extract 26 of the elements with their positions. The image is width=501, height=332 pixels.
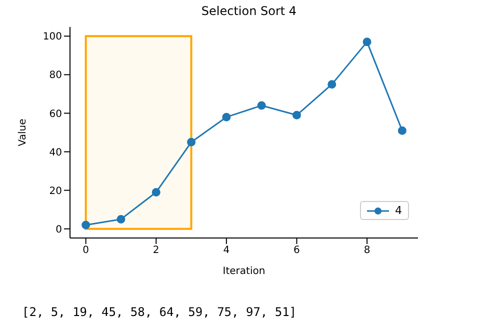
y-tick-label: 0 — [56, 224, 62, 236]
legend-label: 4 — [395, 204, 402, 217]
chart-title: Selection Sort 4 — [200, 4, 298, 18]
x-tick-label: 2 — [152, 245, 160, 256]
point — [292, 110, 301, 120]
y-tick-label: 100 — [42, 32, 62, 43]
x-tick-label: 4 — [223, 245, 230, 256]
point — [152, 188, 160, 196]
point — [187, 138, 196, 146]
y-tick-label: 20 — [49, 186, 62, 197]
point — [116, 214, 126, 224]
x-tick-label: 0 — [82, 245, 90, 256]
x-axis-title: Iteration — [222, 266, 266, 277]
point — [222, 112, 231, 122]
y-tick-label: 60 — [49, 108, 62, 120]
x-tick-label: 6 — [294, 245, 300, 256]
y-axis-title: Value — [18, 118, 29, 146]
point — [362, 38, 372, 46]
point — [257, 101, 266, 110]
y-tick-label: 80 — [49, 70, 62, 82]
point — [398, 126, 406, 135]
point — [328, 80, 336, 89]
text: [2, 5, 19, 45, 58, 64, 59, 75, 97, 51] — [22, 305, 297, 319]
y-tick-label: 40 — [49, 147, 62, 158]
point — [82, 220, 90, 230]
x-tick-label: 8 — [364, 245, 370, 256]
